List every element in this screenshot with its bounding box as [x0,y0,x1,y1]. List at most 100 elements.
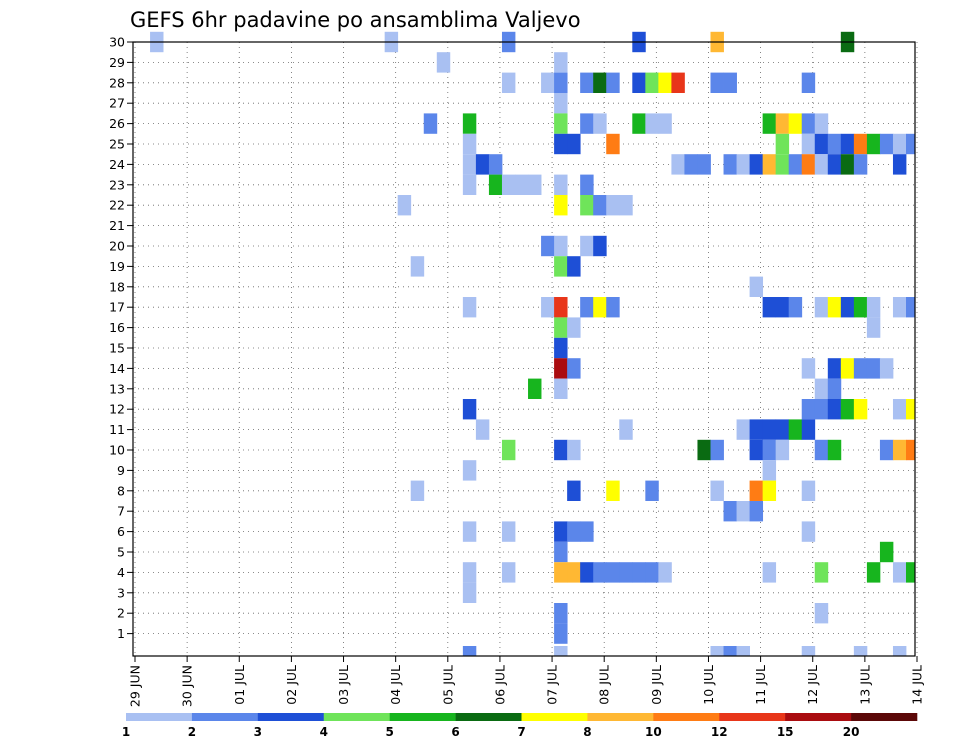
precip-cell [554,235,568,257]
colorbar-label: 5 [385,725,393,739]
colorbar-label: 1 [122,725,130,739]
precip-cell [541,235,555,257]
colorbar-segment [323,713,390,721]
x-tick-label: 10 JUL [701,665,716,705]
precip-cell [462,174,477,195]
x-axis-date-ticks: 29 JUN 30 JUN 01 JUL 02 JUL 03 JUL 04 JUL 05 J… [128,656,925,707]
y-tick-label: 2 [117,606,125,621]
colorbar-label: 8 [583,725,591,739]
precip-cell [906,399,915,420]
precip-cell [879,133,894,155]
precip-cell [554,562,568,583]
precip-cell [801,154,816,175]
colorbar-label: 4 [320,725,328,739]
precip-cell [749,154,764,175]
precip-cell [462,297,477,318]
precip-cell [462,133,477,155]
precip-cell [645,113,659,134]
y-tick-label: 28 [109,75,125,90]
precip-cell [593,562,607,583]
precip-cell [775,419,790,440]
precip-cell-bottom [736,646,750,656]
precip-cell [814,378,829,399]
precip-cell [736,501,750,522]
precip-cell [788,154,803,175]
precip-cell [814,133,829,155]
colorbar-segment [587,713,654,721]
plot-frame [132,41,916,657]
precip-cell [436,52,451,73]
y-tick-label: 7 [117,504,125,519]
precip-cell [619,419,633,440]
precip-cell [866,358,881,379]
y-tick-label: 19 [109,259,125,274]
y-tick-label: 11 [109,422,125,437]
precip-cell [515,174,529,195]
precip-cell [814,562,829,583]
precip-cell [697,439,711,461]
precip-cell [606,72,620,93]
x-tick-label: 06 JUL [492,665,507,705]
x-tick-label: 13 JUL [857,665,872,705]
y-tick-label: 29 [109,55,125,70]
colorbar-segment [455,713,522,721]
precip-cell [879,541,894,563]
precip-cell [827,439,842,461]
precip-cell [814,154,829,175]
precip-cell [697,154,711,175]
precip-cell-bottom [710,646,724,656]
y-tick-label: 22 [109,198,125,213]
precip-cell [619,562,633,583]
precip-cell [567,439,581,461]
precip-cell [710,480,724,501]
precip-cell [827,133,842,155]
precip-cell [501,439,516,461]
precip-cell [567,317,581,338]
precip-cell [906,439,915,461]
precip-cell-bottom [853,646,868,656]
precip-cell [593,113,607,134]
precip-cell [710,439,724,461]
y-tick-label: 27 [109,96,125,111]
y-tick-label: 8 [117,483,125,498]
y-tick-label: 9 [117,463,125,478]
precip-cell [658,72,672,93]
precip-cell [762,113,777,134]
precip-cell [801,419,816,440]
precip-cell [892,439,907,461]
precip-cell [762,154,777,175]
precip-cell [801,521,816,542]
precip-cell [645,480,659,501]
y-tick-label: 15 [109,341,125,356]
precip-cell [749,419,764,440]
precip-cell [554,52,568,73]
colorbar-label: 7 [517,725,525,739]
precip-cell [762,480,777,501]
precip-cell [840,399,855,420]
precip-cell [801,358,816,379]
precip-cell [892,297,907,318]
precip-cell [567,256,581,277]
precip-cell [658,562,672,583]
y-tick-label: 5 [117,545,125,560]
precip-cell [567,521,581,542]
precip-cell [814,399,829,420]
precip-cell [775,297,790,318]
precip-cell [397,195,412,216]
precip-cell [501,174,516,195]
precip-cell [801,113,816,134]
x-tick-label: 04 JUL [388,665,403,705]
precip-cell [827,399,842,420]
colorbar-label: 10 [645,725,662,739]
y-tick-label: 23 [109,177,125,192]
precip-cell-bottom [892,646,907,656]
precip-cell [580,521,594,542]
precip-cell [580,297,594,318]
precip-cell [801,399,816,420]
precip-cell [593,235,607,257]
precip-cell [749,501,764,522]
precip-cell [801,480,816,501]
colorbar-segment [851,713,918,721]
precip-cell [827,378,842,399]
x-tick-label: 09 JUL [649,665,664,705]
